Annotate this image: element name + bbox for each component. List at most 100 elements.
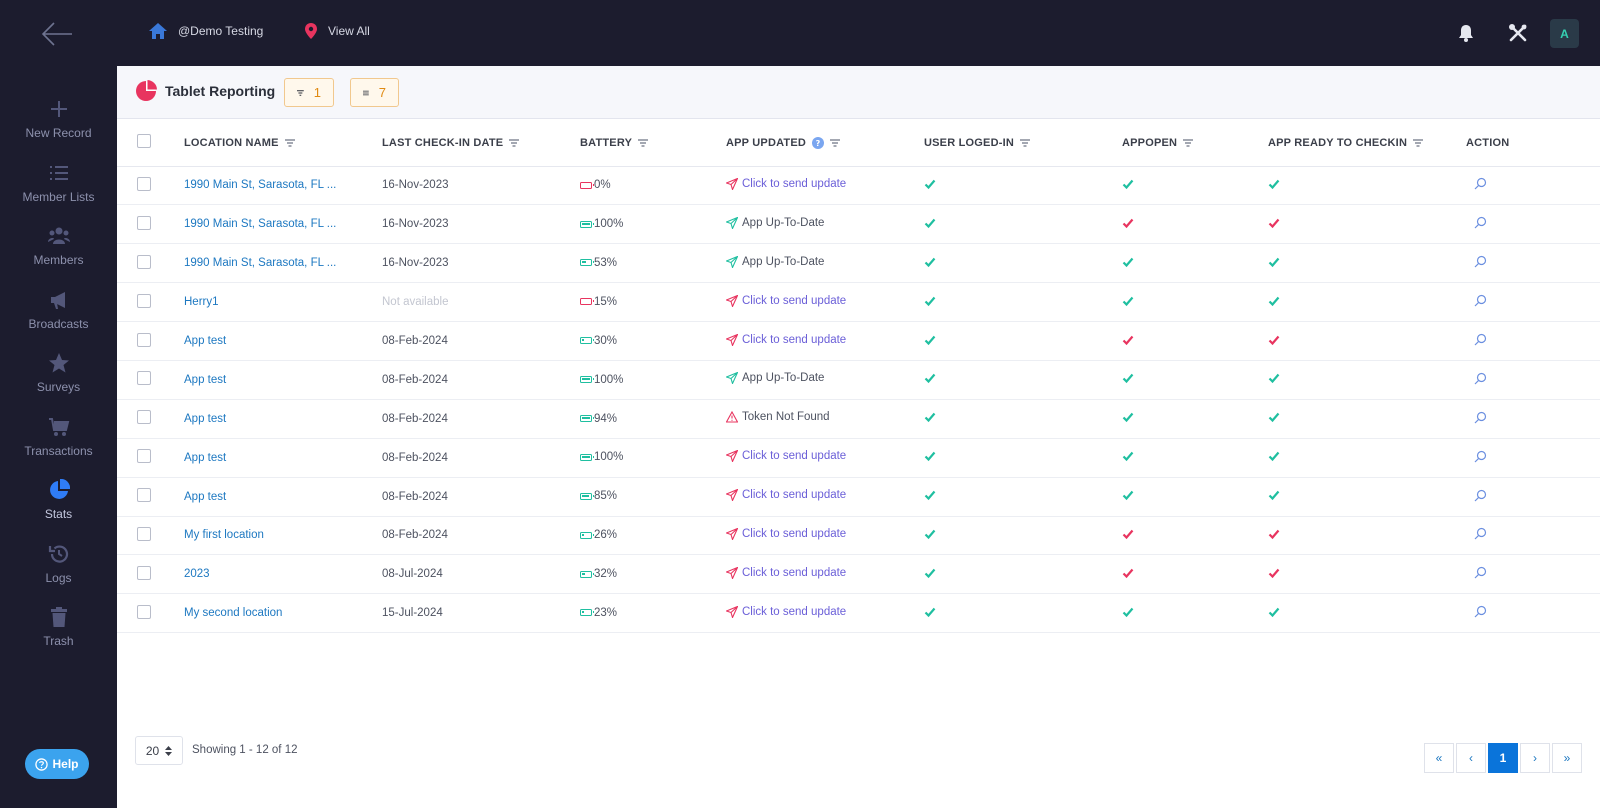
sidebar-item-logs[interactable]: Logs <box>0 543 117 603</box>
help-button[interactable]: Help <box>25 749 89 779</box>
row-checkbox[interactable] <box>137 565 151 580</box>
app-update-status[interactable]: Click to send update <box>726 527 846 540</box>
search-icon[interactable] <box>1474 411 1487 424</box>
breadcrumb-home[interactable]: @Demo Testing <box>148 22 263 40</box>
row-checkbox[interactable] <box>137 449 151 464</box>
svg-text:?: ? <box>816 139 821 148</box>
battery-value: 53% <box>594 256 618 269</box>
history-icon <box>48 545 68 563</box>
location-link[interactable]: 1990 Main St, Sarasota, FL ... <box>184 179 337 192</box>
sidebar-item-stats[interactable]: Stats <box>0 479 117 539</box>
search-icon[interactable] <box>1474 255 1487 268</box>
column-header: APP UPDATED <box>726 136 807 149</box>
battery-value: 100% <box>594 451 624 464</box>
info-icon[interactable]: ? <box>812 136 825 149</box>
location-link[interactable]: App test <box>184 451 227 464</box>
app-update-status[interactable]: Click to send update <box>726 450 846 463</box>
check-icon <box>1268 451 1280 462</box>
table-row: App test 08-Feb-2024 100% App Up-To-Date <box>117 360 1600 400</box>
columns-chip[interactable]: 7 <box>350 78 399 107</box>
app-update-status[interactable]: Click to send update <box>726 333 846 346</box>
filter-icon[interactable] <box>638 139 649 147</box>
page-size-select[interactable]: 20 <box>135 736 183 765</box>
row-checkbox[interactable] <box>137 176 151 191</box>
search-icon[interactable] <box>1474 216 1487 229</box>
tablet-report-table: LOCATION NAME LAST CHECK-IN DATE BATTERY… <box>117 120 1600 634</box>
location-link[interactable]: App test <box>184 335 227 347</box>
filter-icon[interactable] <box>509 139 520 147</box>
filter-icon[interactable] <box>1020 139 1030 147</box>
next-page-button[interactable]: › <box>1520 743 1550 773</box>
checkin-date: 16-Nov-2023 <box>382 179 449 192</box>
app-update-label: Token Not Found <box>742 411 830 424</box>
check-icon <box>1268 413 1280 423</box>
app-update-status[interactable]: Click to send update <box>726 489 846 502</box>
check-icon <box>924 451 936 462</box>
select-all-checkbox[interactable] <box>137 134 151 149</box>
check-icon <box>924 529 936 540</box>
battery-indicator: 100% <box>580 374 623 386</box>
search-icon[interactable] <box>1474 177 1487 190</box>
sidebar-item-new-record[interactable]: New Record <box>0 98 117 158</box>
row-checkbox[interactable] <box>137 215 151 230</box>
check-icon <box>1122 296 1134 306</box>
bell-icon[interactable] <box>1455 22 1477 44</box>
page-size-value: 20 <box>145 743 160 758</box>
app-update-status[interactable]: Click to send update <box>726 566 846 579</box>
search-icon[interactable] <box>1474 333 1487 346</box>
search-icon[interactable] <box>1474 527 1487 540</box>
row-checkbox[interactable] <box>137 332 151 347</box>
first-page-button[interactable]: « <box>1424 743 1454 773</box>
tools-icon[interactable] <box>1507 22 1529 44</box>
avatar[interactable]: A <box>1550 19 1579 48</box>
sidebar-item-trash[interactable]: Trash <box>0 606 117 666</box>
sidebar-item-members[interactable]: Members <box>0 225 117 285</box>
search-icon[interactable] <box>1474 372 1487 385</box>
sidebar-item-label: Broadcasts <box>28 317 89 331</box>
search-icon[interactable] <box>1474 605 1487 618</box>
location-link[interactable]: App test <box>184 373 227 386</box>
table-body: 1990 Main St, Sarasota, FL ... 16-Nov-202… <box>117 166 1600 634</box>
row-checkbox[interactable] <box>137 488 151 503</box>
paper-plane-icon <box>726 450 738 463</box>
last-page-button[interactable]: » <box>1552 743 1582 773</box>
location-link[interactable]: App test <box>184 490 227 503</box>
battery-value: 100% <box>594 218 624 231</box>
question-circle-icon <box>35 757 49 771</box>
search-icon[interactable] <box>1474 294 1487 307</box>
location-link[interactable]: Herry1 <box>184 296 219 309</box>
row-checkbox[interactable] <box>137 410 151 425</box>
location-link[interactable]: 2023 <box>184 568 210 581</box>
filter-chip[interactable]: 1 <box>284 78 334 107</box>
location-link[interactable]: 1990 Main St, Sarasota, FL ... <box>184 218 337 231</box>
row-checkbox[interactable] <box>137 526 151 541</box>
search-icon[interactable] <box>1474 566 1487 579</box>
sidebar-item-surveys[interactable]: Surveys <box>0 352 117 412</box>
row-checkbox[interactable] <box>137 293 151 308</box>
app-update-status[interactable]: Click to send update <box>726 605 846 618</box>
app-update-status[interactable]: Click to send update <box>726 294 846 307</box>
filter-icon[interactable] <box>1413 139 1424 147</box>
app-update-status[interactable]: Click to send update <box>726 177 846 190</box>
filter-icon[interactable] <box>830 139 841 147</box>
row-checkbox[interactable] <box>137 371 151 386</box>
sidebar-item-member-lists[interactable]: Member Lists <box>0 162 117 222</box>
location-link[interactable]: My first location <box>184 529 264 542</box>
search-icon[interactable] <box>1474 489 1487 502</box>
prev-page-button[interactable]: ‹ <box>1456 743 1486 773</box>
breadcrumb-location[interactable]: View All <box>304 22 370 40</box>
back-arrow-icon[interactable] <box>40 20 74 48</box>
location-link[interactable]: My second location <box>184 607 283 620</box>
paper-plane-icon <box>726 294 738 307</box>
row-checkbox[interactable] <box>137 254 151 269</box>
paper-plane-icon <box>726 216 738 229</box>
location-link[interactable]: App test <box>184 412 227 425</box>
sidebar-item-transactions[interactable]: Transactions <box>0 416 117 476</box>
location-link[interactable]: 1990 Main St, Sarasota, FL ... <box>184 257 337 270</box>
filter-icon[interactable] <box>1183 139 1194 147</box>
search-icon[interactable] <box>1474 450 1487 463</box>
sidebar-item-broadcasts[interactable]: Broadcasts <box>0 289 117 349</box>
page-1-button[interactable]: 1 <box>1488 743 1518 773</box>
row-checkbox[interactable] <box>137 604 151 619</box>
filter-icon[interactable] <box>284 139 295 147</box>
